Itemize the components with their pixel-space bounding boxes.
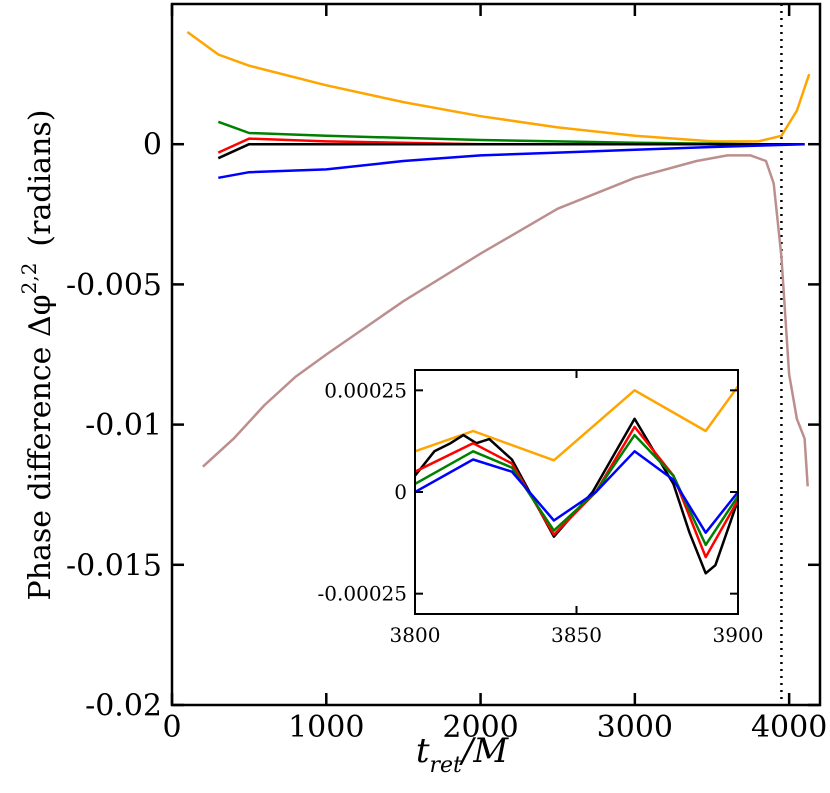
y-tick-label: 0.00025 [324, 378, 407, 402]
x-tick-label: 3000 [597, 710, 673, 745]
y-tick-label: -0.005 [66, 268, 162, 303]
main-plot-series-line-0 [186, 30, 811, 143]
x-axis-title-sub: ret [430, 753, 463, 778]
y-axis-title-sup: 2,2 [17, 263, 41, 295]
inset-plot-background [415, 370, 738, 614]
y-tick-label: 0 [143, 128, 162, 163]
x-tick-label: 3800 [390, 623, 441, 647]
x-axis-title-tail: /M [459, 731, 509, 771]
axis-titles: tret/M Phase difference Δφ2,2 (radians) [17, 110, 509, 778]
main-plot-series-line-5 [202, 154, 809, 487]
y-tick-label: -0.01 [85, 408, 162, 443]
main-plot-series-line-4 [218, 142, 805, 180]
y-tick-label: -0.015 [66, 548, 162, 583]
x-tick-label: 3900 [713, 623, 764, 647]
y-tick-label: -0.02 [85, 689, 162, 724]
x-tick-label: 0 [162, 710, 181, 745]
main-plot-series-group [186, 30, 811, 487]
x-tick-label: 1000 [288, 710, 364, 745]
x-axis-title: tret/M [416, 731, 510, 778]
inset-plot-series-group [415, 385, 738, 575]
x-tick-label: 3850 [551, 623, 602, 647]
x-tick-label: 4000 [751, 710, 827, 745]
x-tick-label: 2000 [442, 710, 518, 745]
inset-plot-series-line-1 [415, 417, 738, 575]
y-axis-title: Phase difference Δφ2,2 (radians) [17, 110, 58, 601]
main-plot-frame [170, 2, 822, 707]
inset-plot: 3800 3850 3900 0.00025 0 -0.00025 [318, 369, 764, 647]
main-plot-series-line-3 [217, 142, 805, 160]
y-tick-label: 0 [394, 480, 407, 504]
inset-plot-series-line-4 [415, 450, 738, 534]
y-axis-title-tail: (radians) [23, 110, 58, 247]
x-axis-title-main: t [416, 731, 430, 771]
y-tick-label: -0.00025 [318, 582, 407, 606]
y-axis-title-main: Phase difference Δφ [23, 294, 58, 600]
